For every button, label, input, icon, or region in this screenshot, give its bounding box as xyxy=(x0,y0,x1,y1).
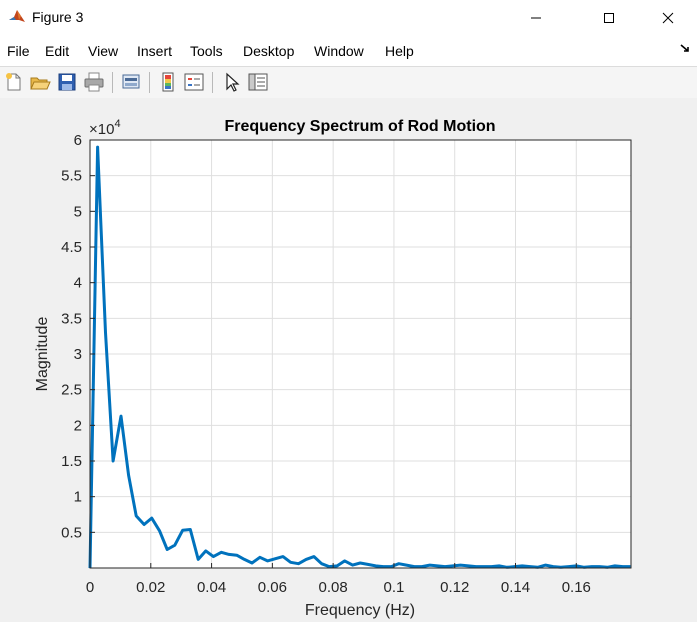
x-tick-label: 0.06 xyxy=(258,579,287,596)
x-tick-label: 0.1 xyxy=(384,579,405,596)
matlab-logo-icon xyxy=(8,8,26,26)
link-plot-icon[interactable] xyxy=(120,71,142,93)
grid-lines xyxy=(90,140,631,568)
x-tick-label: 0.04 xyxy=(197,579,226,596)
y-tick-label: 1.5 xyxy=(61,453,82,470)
minimize-icon xyxy=(531,17,541,19)
plot-area[interactable]: 0 0.02 0.04 0.06 0.08 0.1 0.12 0.14 0.16 0.5 1 1.5… xyxy=(0,98,697,622)
y-tick-label: 4.5 xyxy=(61,239,82,256)
maximize-button[interactable] xyxy=(586,0,632,36)
x-tick-label: 0.02 xyxy=(136,579,165,596)
edit-plot-icon[interactable] xyxy=(221,71,243,93)
insert-colorbar-icon[interactable] xyxy=(157,71,179,93)
print-icon[interactable] xyxy=(83,71,105,93)
y-exponent-label: ×104 xyxy=(89,118,121,138)
x-tick-label: 0.14 xyxy=(501,579,530,596)
menu-edit[interactable]: Edit xyxy=(45,43,70,59)
y-tick-label: 3.5 xyxy=(61,310,82,327)
x-tick-label: 0 xyxy=(86,579,94,596)
y-tick-label: 2 xyxy=(74,417,82,434)
maximize-icon xyxy=(604,13,614,23)
toolbar-separator xyxy=(212,72,213,93)
toolbar xyxy=(0,66,697,99)
menu-insert[interactable]: Insert xyxy=(137,43,173,59)
menu-desktop[interactable]: Desktop xyxy=(243,43,295,59)
toolbar-separator xyxy=(149,72,150,93)
x-tick-labels: 0 0.02 0.04 0.06 0.08 0.1 0.12 0.14 0.16 xyxy=(86,579,591,596)
y-axis-label: Magnitude xyxy=(34,317,51,392)
menu-file[interactable]: File xyxy=(7,43,30,59)
x-axis-label: Frequency (Hz) xyxy=(305,602,415,619)
y-tick-label: 4 xyxy=(74,275,82,292)
tick-marks xyxy=(89,139,577,568)
y-tick-label: 6 xyxy=(74,132,82,149)
menu-tools[interactable]: Tools xyxy=(190,43,223,59)
menu-help[interactable]: Help xyxy=(385,43,414,59)
x-tick-label: 0.12 xyxy=(440,579,469,596)
y-tick-label: 3 xyxy=(74,346,82,363)
window-title: Figure 3 xyxy=(32,9,84,25)
y-tick-label: 5 xyxy=(74,203,82,220)
insert-legend-icon[interactable] xyxy=(183,71,205,93)
toolbar-separator xyxy=(112,72,113,93)
title-bar: Figure 3 xyxy=(0,0,697,36)
chart-title: Frequency Spectrum of Rod Motion xyxy=(224,118,495,135)
y-exponent-power: 4 xyxy=(114,118,120,130)
property-inspector-icon[interactable] xyxy=(247,71,269,93)
save-icon[interactable] xyxy=(56,71,78,93)
open-file-icon[interactable] xyxy=(29,71,51,93)
y-tick-label: 1 xyxy=(74,489,82,506)
menu-view[interactable]: View xyxy=(88,43,119,59)
undock-icon[interactable] xyxy=(679,42,691,54)
menu-window[interactable]: Window xyxy=(314,43,364,59)
y-tick-label: 5.5 xyxy=(61,168,82,185)
y-tick-labels: 0.5 1 1.5 2 2.5 3 3.5 4 4.5 5 5.5 6 xyxy=(61,132,82,541)
x-tick-label: 0.08 xyxy=(319,579,348,596)
y-exponent-base: ×10 xyxy=(89,121,114,138)
spectrum-line xyxy=(88,145,631,569)
new-figure-icon[interactable] xyxy=(3,71,25,93)
y-tick-label: 0.5 xyxy=(61,524,82,541)
y-tick-label: 2.5 xyxy=(61,382,82,399)
close-icon xyxy=(662,12,674,24)
x-tick-label: 0.16 xyxy=(562,579,591,596)
close-button[interactable] xyxy=(645,0,691,36)
minimize-button[interactable] xyxy=(513,0,559,36)
menu-bar: File Edit View Insert Tools Desktop Wind… xyxy=(0,36,697,66)
